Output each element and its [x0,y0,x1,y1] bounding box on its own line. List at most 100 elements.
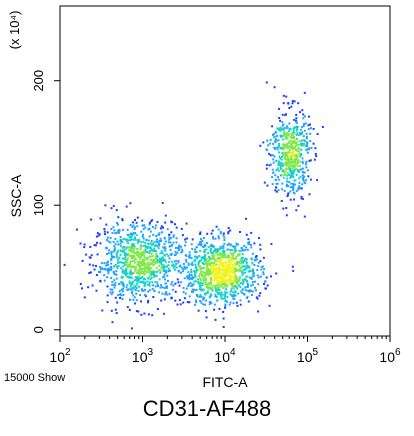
event-dot [194,275,197,278]
event-dot [265,148,268,151]
event-dot [280,200,283,202]
event-dot [290,140,293,143]
event-dot [162,276,164,279]
event-dot [260,268,263,271]
event-dot [302,143,305,145]
event-dot [274,189,277,192]
event-dot [239,276,242,279]
event-dot [287,168,290,170]
event-dot [237,292,239,295]
event-dot [142,251,145,254]
event-dot [163,243,166,246]
event-dot [301,139,303,142]
event-dot [167,270,170,273]
event-dot [190,268,192,271]
event-dot [113,229,116,232]
event-dot [227,263,230,266]
event-dot [189,276,192,279]
event-dot [236,287,239,290]
event-dot [304,182,307,185]
event-dot [280,158,283,161]
event-dot [139,268,142,271]
event-dot [291,151,294,154]
event-dot [214,259,217,261]
event-dot [150,252,153,255]
event-dot [305,166,308,169]
event-dot [208,262,211,265]
event-dot [119,293,122,295]
event-dot [233,262,236,264]
event-dot [292,141,295,144]
event-dot [211,229,214,232]
event-dot [140,288,143,291]
event-dot [277,127,280,130]
event-dot [227,230,230,233]
event-dot [206,267,209,270]
event-dot [201,274,204,276]
event-dot [242,265,245,268]
event-dot [120,288,123,291]
event-dot [219,276,222,279]
event-dot [158,291,161,294]
event-dot [241,283,244,285]
event-dot [211,269,214,272]
event-dot [293,183,296,186]
event-dot [187,262,190,265]
event-dot [220,285,223,288]
event-dot [284,145,287,148]
event-dot [134,226,136,229]
event-dot [306,145,308,148]
event-dot [231,256,234,259]
event-dot [175,241,178,244]
event-dot [144,244,147,247]
event-dot [119,261,122,264]
event-dot [156,245,159,248]
event-dot [233,252,235,254]
event-dot [295,209,298,212]
event-dot [104,268,107,271]
event-dot [172,234,175,237]
event-dot [207,285,209,288]
event-dot [238,278,241,281]
event-dot [292,187,295,190]
event-dot [101,267,104,270]
event-dot [237,281,240,284]
event-dot [288,154,291,157]
event-dot [227,265,230,268]
event-dot [223,279,226,282]
event-dot [265,163,268,166]
event-dot [227,260,230,263]
event-dot [209,293,212,296]
event-dot [259,292,262,295]
event-dot [286,125,289,128]
event-dot [139,272,142,275]
event-dot [239,231,241,233]
event-dot [117,223,119,226]
event-dot [243,268,246,271]
event-dot [191,288,194,291]
event-dot [145,270,148,273]
event-dot [114,237,117,240]
event-dot [229,280,232,283]
event-dot [107,260,109,263]
event-dot [196,257,199,260]
event-dot [140,246,143,249]
event-dot [206,271,209,274]
event-dot [257,283,260,286]
event-dot [164,214,167,217]
event-dot [304,140,306,143]
event-dot [239,266,242,269]
event-dot [213,267,215,270]
event-dot [238,254,241,257]
event-dot [292,164,295,167]
event-dot [291,170,294,173]
event-dot [303,115,306,118]
event-dot [192,283,195,286]
event-dot [190,263,193,266]
event-dot [299,131,301,134]
event-dot [83,296,86,299]
event-dot [281,162,284,165]
event-dot [286,132,289,134]
event-dot [174,250,177,253]
event-dot [137,270,140,273]
